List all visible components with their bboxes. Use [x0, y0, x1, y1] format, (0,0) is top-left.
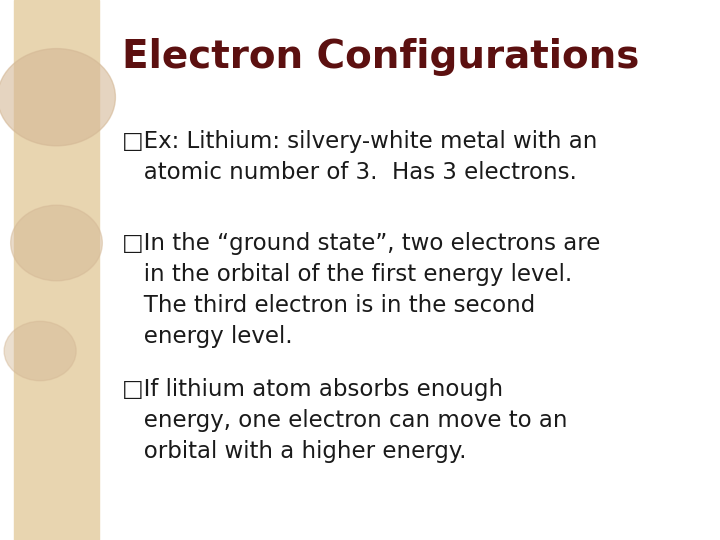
Text: □In the “ground state”, two electrons are
   in the orbital of the first energy : □In the “ground state”, two electrons ar…: [122, 232, 600, 348]
Bar: [14, 0, 99, 540]
Text: □Ex: Lithium: silvery-white metal with an
   atomic number of 3.  Has 3 electron: □Ex: Lithium: silvery-white metal with a…: [122, 130, 598, 184]
Text: Electron Configurations: Electron Configurations: [122, 38, 639, 76]
Circle shape: [0, 49, 115, 146]
Circle shape: [4, 321, 76, 381]
Text: □If lithium atom absorbs enough
   energy, one electron can move to an
   orbita: □If lithium atom absorbs enough energy, …: [122, 378, 567, 463]
Circle shape: [11, 205, 102, 281]
